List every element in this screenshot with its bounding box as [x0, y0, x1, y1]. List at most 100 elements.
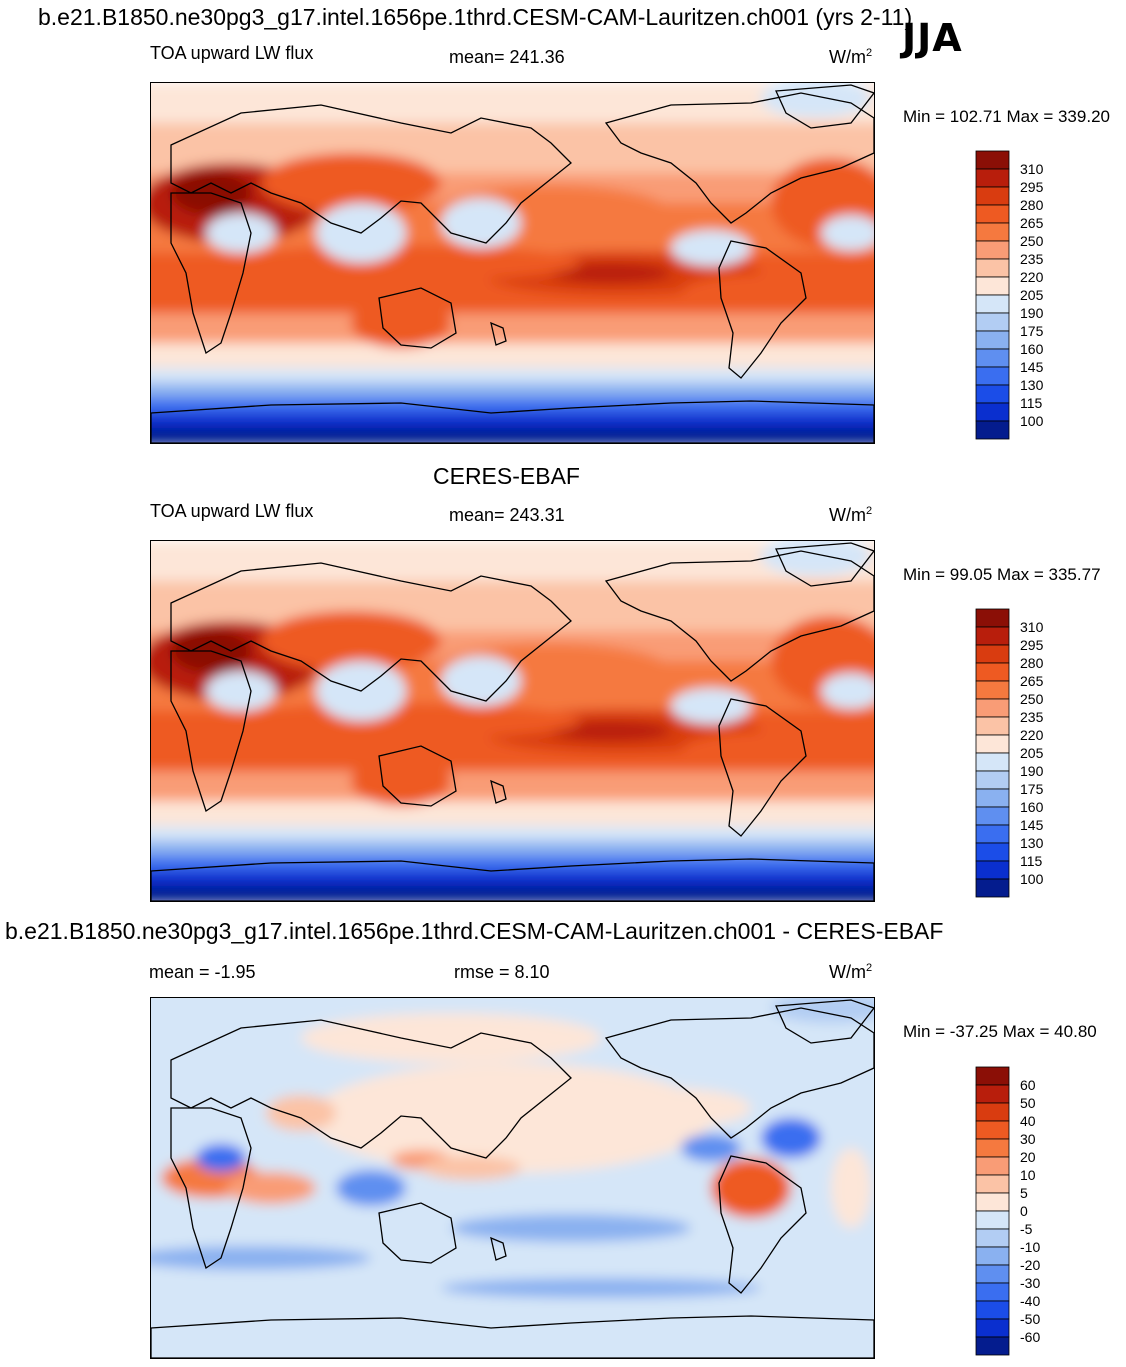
colorbar-tick-label: -5 [1020, 1221, 1033, 1237]
panel1-mean-label: mean= 241.36 [449, 47, 565, 67]
field-band [131, 313, 894, 345]
panel2-variable-label: TOA upward LW flux [150, 501, 314, 521]
colorbar-tick-label: 190 [1020, 763, 1044, 779]
colorbar-tick-label: 250 [1020, 233, 1044, 249]
field-feature [711, 1158, 791, 1218]
field-band [131, 383, 894, 400]
field-band [131, 413, 894, 430]
field-feature [336, 1170, 406, 1206]
field-feature [551, 721, 671, 741]
field-feature [671, 230, 751, 266]
colorbar-tick-label: 310 [1020, 161, 1044, 177]
coastline [378, 287, 457, 349]
colorbar-box [975, 1084, 1010, 1104]
coastline [170, 192, 252, 355]
field-feature [761, 536, 871, 576]
colorbar-box [975, 186, 1010, 206]
field-band [131, 871, 894, 888]
colorbar-tick-label: 175 [1020, 781, 1044, 797]
field-feature [301, 1013, 601, 1063]
colorbar-tick-label: 280 [1020, 197, 1044, 213]
colorbar-box [975, 348, 1010, 368]
field-feature [761, 78, 871, 118]
figure-title: b.e21.B1850.ne30pg3_g17.intel.1656pe.1th… [38, 4, 913, 30]
panel3-unit-label: W/m2 [829, 962, 873, 982]
colorbar-tick-label: 100 [1020, 413, 1044, 429]
colorbar-tick-label: 115 [1020, 395, 1043, 411]
field-feature [311, 1063, 711, 1173]
colorbar-tick-label: 205 [1020, 287, 1044, 303]
colorbar-box [975, 294, 1010, 314]
colorbar-box [975, 878, 1010, 898]
panel2-title: CERES-EBAF [433, 463, 580, 489]
colorbar-tick-label: 235 [1020, 251, 1044, 267]
coastlines [150, 84, 876, 444]
field-feature [591, 1088, 751, 1128]
colorbar-box [975, 1192, 1010, 1212]
colorbar-tick-label: 265 [1020, 673, 1044, 689]
panel1-minmax-label: Min = 102.71 Max = 339.20 [903, 107, 1110, 126]
colorbar-box [975, 384, 1010, 404]
field-feature [821, 215, 881, 251]
colorbar-box [975, 168, 1010, 188]
field-feature [206, 671, 276, 711]
field-feature [681, 273, 861, 313]
colorbar-tick-label: 220 [1020, 269, 1044, 285]
coastline [604, 550, 875, 682]
colorbar-box [975, 644, 1010, 664]
colorbar-tick-label: -40 [1020, 1293, 1040, 1309]
colorbar-tick-label: 20 [1020, 1149, 1036, 1165]
field-band [131, 886, 894, 903]
colorbar-box [975, 150, 1010, 170]
colorbar-tick-label: 145 [1020, 359, 1044, 375]
coastline [170, 104, 572, 244]
panel2-unit-label: W/m2 [829, 505, 873, 525]
colorbar-box [975, 312, 1010, 332]
field-feature [551, 263, 671, 283]
colorbar-tick-label: 10 [1020, 1167, 1036, 1183]
colorbar-tick-label: 175 [1020, 323, 1044, 339]
colorbar-tick-label: 160 [1020, 799, 1044, 815]
colorbar-tick-label: 250 [1020, 691, 1044, 707]
coastline [718, 698, 807, 837]
colorbar-tick-label: 295 [1020, 637, 1044, 653]
coastline [775, 999, 876, 1044]
colorbar-tick-label: 295 [1020, 179, 1044, 195]
colorbar-box [975, 1318, 1010, 1338]
field-feature [821, 673, 881, 709]
field-feature [831, 1148, 871, 1228]
coastline [170, 650, 252, 813]
colorbar-box [975, 1210, 1010, 1230]
colorbar-box [975, 806, 1010, 826]
colorbar-tick-label: 280 [1020, 655, 1044, 671]
colorbar-tick-label: 115 [1020, 853, 1043, 869]
coastline [170, 562, 572, 702]
colorbar-tick-label: 0 [1020, 1203, 1028, 1219]
field-band [131, 856, 894, 873]
panel3-title: b.e21.B1850.ne30pg3_g17.intel.1656pe.1th… [5, 918, 944, 944]
colorbar-tick-label: -50 [1020, 1311, 1040, 1327]
field-band [131, 841, 894, 858]
colorbar-tick-label: 235 [1020, 709, 1044, 725]
field-feature [681, 1134, 741, 1162]
colorbar-tick-label: 130 [1020, 377, 1044, 393]
colorbar-box [975, 770, 1010, 790]
colorbar-box [975, 1138, 1010, 1158]
colorbar-tick-label: -30 [1020, 1275, 1040, 1291]
colorbar-box [975, 608, 1010, 628]
colorbar-box [975, 402, 1010, 422]
panel3-minmax-label: Min = -37.25 Max = 40.80 [903, 1022, 1097, 1041]
colorbar-box [975, 626, 1010, 646]
colorbar-box [975, 330, 1010, 350]
colorbar-box [975, 1120, 1010, 1140]
colorbar-tick-label: 265 [1020, 215, 1044, 231]
colorbar-box [975, 1102, 1010, 1122]
colorbar-tick-label: -10 [1020, 1239, 1040, 1255]
field-feature [221, 245, 581, 281]
field-feature [681, 731, 861, 771]
colorbar-box [975, 716, 1010, 736]
coastline [718, 240, 807, 379]
coastline [604, 92, 875, 224]
colorbar-box [975, 240, 1010, 260]
